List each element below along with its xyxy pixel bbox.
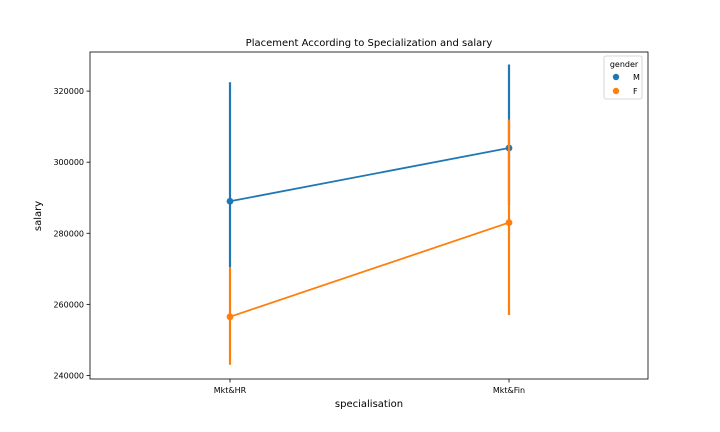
x-tick-label: Mkt&HR <box>214 386 247 395</box>
legend: gender MF <box>603 55 643 100</box>
legend-box <box>603 55 643 100</box>
chart-title: Placement According to Specialization an… <box>246 38 493 49</box>
axes-frame <box>89 51 649 380</box>
data-point <box>226 197 234 205</box>
y-tick-label: 240000 <box>53 371 84 380</box>
legend-title: gender <box>610 60 639 69</box>
y-tick-label: 300000 <box>53 158 84 167</box>
x-tick-label: Mkt&Fin <box>493 386 525 395</box>
series-layer <box>226 64 513 365</box>
series-F <box>226 119 513 365</box>
legend-entry: M <box>633 73 640 82</box>
data-point <box>226 313 234 321</box>
plot-area <box>89 51 649 380</box>
y-tick-label: 320000 <box>53 87 84 96</box>
x-axis-label: specialisation <box>335 399 403 410</box>
series-line <box>229 147 510 203</box>
legend-marker <box>612 73 620 81</box>
legend-items: MF <box>612 73 640 96</box>
y-axis: 240000 260000 280000 300000 320000 <box>53 87 90 380</box>
legend-marker <box>612 87 620 95</box>
x-axis: Mkt&HR Mkt&Fin <box>214 379 525 395</box>
data-point <box>505 219 513 227</box>
y-tick-label: 280000 <box>53 229 84 238</box>
y-axis-label: salary <box>33 201 44 231</box>
legend-entry: F <box>633 87 638 96</box>
series-line <box>229 221 510 318</box>
y-tick-label: 260000 <box>53 300 84 309</box>
